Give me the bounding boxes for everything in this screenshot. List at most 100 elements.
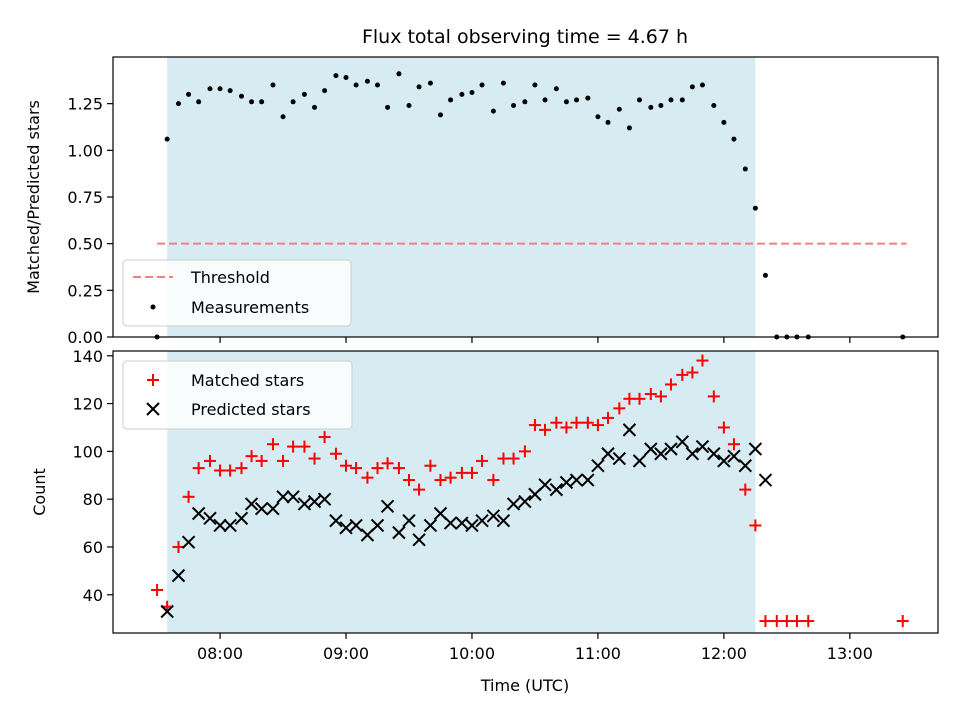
predicted-star-point xyxy=(496,513,511,528)
matched-star-point xyxy=(487,474,500,487)
predicted-star-point xyxy=(465,518,479,533)
threshold-legend-label: Threshold xyxy=(190,268,270,287)
matched-star-point xyxy=(413,483,426,496)
predicted-legend-swatch xyxy=(146,402,160,416)
predicted-star-point xyxy=(675,435,690,449)
x-tick-label: 08:00 xyxy=(197,644,243,663)
measurement-point xyxy=(164,136,170,142)
measurement-point xyxy=(626,125,632,131)
measurement-point xyxy=(469,89,475,95)
measurement-point xyxy=(406,103,412,109)
predicted-star-point xyxy=(475,513,489,528)
matched-star-point xyxy=(633,392,646,405)
measurements-legend-label: Measurements xyxy=(191,298,309,317)
measurement-point xyxy=(574,97,580,103)
matched-star-point xyxy=(476,454,489,467)
measurement-point xyxy=(616,106,622,112)
predicted-star-point xyxy=(717,454,731,468)
predicted-star-point xyxy=(549,482,564,497)
count-y-tick-label: 140 xyxy=(72,347,103,366)
measurement-point xyxy=(333,73,339,79)
matched-star-point xyxy=(287,440,300,453)
predicted-star-point xyxy=(171,568,186,583)
predicted-star-point xyxy=(455,516,469,530)
ratio-y-tick-label: 0.75 xyxy=(67,188,103,207)
count-y-tick-label: 100 xyxy=(72,442,103,461)
measurement-point xyxy=(259,99,265,105)
measurement-point xyxy=(270,82,276,88)
predicted-star-point xyxy=(727,449,741,463)
matched-star-point xyxy=(727,438,740,451)
matched-star-point xyxy=(802,615,815,628)
matched-star-point xyxy=(266,438,279,451)
matched-star-point xyxy=(770,615,783,628)
predicted-star-point xyxy=(758,473,773,487)
predicted-star-point xyxy=(622,423,637,437)
x-tick-label: 09:00 xyxy=(323,644,369,663)
matched-legend-label: Matched stars xyxy=(191,371,304,390)
measurement-point xyxy=(711,103,717,109)
x-tick-label: 10:00 xyxy=(449,644,495,663)
ratio-panel: Matched/Predicted stars Threshold Measur… xyxy=(24,56,939,340)
measurement-point xyxy=(699,82,705,88)
x-axis-label: Time (UTC) xyxy=(480,676,569,695)
x-tick-label: 13:00 xyxy=(827,644,873,663)
matched-star-point xyxy=(214,464,227,477)
ratio-y-tick-label: 0.25 xyxy=(67,281,103,300)
matched-star-point xyxy=(676,368,689,381)
measurement-point xyxy=(721,119,727,125)
count-legend-box xyxy=(122,360,353,430)
measurement-point xyxy=(249,99,255,105)
matched-star-point xyxy=(896,615,909,628)
count-plot-frame xyxy=(112,350,939,634)
measurement-point xyxy=(689,84,695,90)
predicted-star-point xyxy=(297,497,312,511)
measurement-point xyxy=(668,97,674,103)
measurement-point xyxy=(385,104,391,110)
predicted-star-point xyxy=(276,490,290,504)
measurement-point xyxy=(542,97,548,103)
predicted-star-point xyxy=(506,497,521,511)
matched-star-point xyxy=(381,457,394,470)
measurement-point xyxy=(636,97,642,103)
predicted-star-point xyxy=(412,533,426,547)
predicted-star-point xyxy=(286,490,300,504)
matched-star-point xyxy=(550,416,563,429)
predicted-star-point xyxy=(213,518,227,533)
predicted-star-point xyxy=(664,442,678,456)
matched-star-point xyxy=(707,390,720,403)
predicted-star-point xyxy=(518,494,532,509)
matched-star-point xyxy=(570,416,583,429)
predicted-star-point xyxy=(191,506,206,521)
measurement-point xyxy=(312,104,318,110)
matched-star-point xyxy=(613,402,626,415)
predicted-star-point xyxy=(402,513,416,528)
predicted-star-point xyxy=(254,502,269,516)
matched-star-point xyxy=(749,519,762,532)
predicted-star-point xyxy=(317,492,332,506)
predicted-star-point xyxy=(654,447,668,461)
predicted-star-point xyxy=(380,499,395,514)
count-panel: Count Time (UTC) Matched stars Predicted… xyxy=(30,350,939,695)
matched-star-point xyxy=(151,583,164,596)
matched-star-point xyxy=(497,452,510,465)
matched-star-point xyxy=(664,378,677,391)
predicted-star-point xyxy=(632,454,647,468)
matched-star-point xyxy=(507,452,520,465)
count-y-tick-label: 40 xyxy=(83,586,103,605)
measurement-point xyxy=(227,88,233,94)
measurements-legend-swatch xyxy=(150,304,156,310)
matched-star-point xyxy=(717,421,730,434)
matched-star-point xyxy=(434,474,447,487)
ratio-y-tick-label: 1.00 xyxy=(67,141,103,160)
measurement-point xyxy=(742,166,748,172)
measurement-point xyxy=(490,108,496,114)
predicted-star-point xyxy=(738,459,752,473)
predicted-star-point xyxy=(223,518,237,533)
predicted-star-point xyxy=(685,447,700,461)
matched-star-point xyxy=(350,462,363,475)
measurement-point xyxy=(479,82,485,88)
predicted-star-point xyxy=(538,478,552,492)
measurement-point xyxy=(427,80,433,86)
